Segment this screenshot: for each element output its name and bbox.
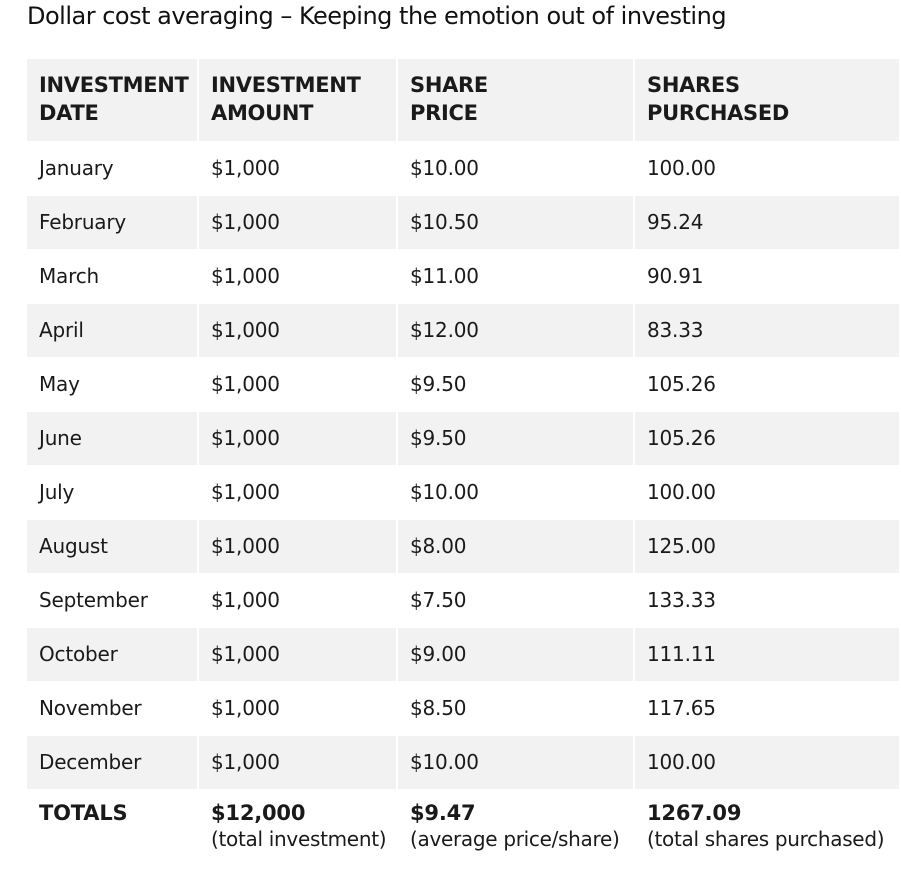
totals-price-cell: $9.47 (average price/share) [397,788,635,863]
total-shares-value: 1267.09 [647,800,742,825]
cell-amount: $1,000 [198,356,398,411]
totals-row: TOTALS $12,000 (total investment) $9.47 … [27,788,899,863]
cell-date: November [27,680,199,735]
table-row: October $1,000 $9.00 111.11 [27,626,899,681]
table-row: December $1,000 $10.00 100.00 [27,734,899,789]
cell-price: $8.00 [397,518,635,573]
cell-date: September [27,572,199,627]
cell-amount: $1,000 [198,734,398,789]
header-line: AMOUNT [211,101,314,125]
table-row: April $1,000 $12.00 83.33 [27,302,899,357]
cell-date: June [27,410,199,465]
cell-amount: $1,000 [198,194,398,249]
cell-price: $12.00 [397,302,635,357]
average-price-value: $9.47 [410,800,476,825]
header-line: PURCHASED [647,101,790,125]
table-row: June $1,000 $9.50 105.26 [27,410,899,465]
cell-amount: $1,000 [198,140,398,195]
cell-date: July [27,464,199,519]
cell-price: $11.00 [397,248,635,303]
cell-shares: 100.00 [634,734,899,789]
cell-shares: 133.33 [634,572,899,627]
cell-amount: $1,000 [198,572,398,627]
table-header-row: INVESTMENT DATE INVESTMENT AMOUNT SHARE … [27,59,899,141]
cell-amount: $1,000 [198,680,398,735]
cell-shares: 95.24 [634,194,899,249]
average-price-note: (average price/share) [410,826,620,851]
header-line: DATE [39,101,99,125]
cell-price: $10.00 [397,140,635,195]
header-line: SHARE [410,73,488,97]
header-line: SHARES [647,73,740,97]
cell-date: December [27,734,199,789]
header-shares-purchased: SHARES PURCHASED [634,59,899,141]
cell-amount: $1,000 [198,626,398,681]
cell-price: $10.00 [397,464,635,519]
cell-price: $10.50 [397,194,635,249]
table-row: November $1,000 $8.50 117.65 [27,680,899,735]
header-investment-amount: INVESTMENT AMOUNT [198,59,398,141]
totals-shares-cell: 1267.09 (total shares purchased) [634,788,899,863]
cell-date: October [27,626,199,681]
table-row: May $1,000 $9.50 105.26 [27,356,899,411]
table-row: September $1,000 $7.50 133.33 [27,572,899,627]
cell-shares: 90.91 [634,248,899,303]
cell-amount: $1,000 [198,248,398,303]
cell-date: January [27,140,199,195]
cell-shares: 100.00 [634,464,899,519]
cell-amount: $1,000 [198,410,398,465]
cell-shares: 100.00 [634,140,899,195]
cell-shares: 125.00 [634,518,899,573]
table-row: August $1,000 $8.00 125.00 [27,518,899,573]
table-row: July $1,000 $10.00 100.00 [27,464,899,519]
table-row: January $1,000 $10.00 100.00 [27,140,899,195]
total-investment-value: $12,000 [211,800,306,825]
totals-amount-cell: $12,000 (total investment) [198,788,398,863]
cell-shares: 111.11 [634,626,899,681]
cell-amount: $1,000 [198,464,398,519]
dollar-cost-averaging-table: INVESTMENT DATE INVESTMENT AMOUNT SHARE … [27,59,899,863]
table-row: March $1,000 $11.00 90.91 [27,248,899,303]
header-investment-date: INVESTMENT DATE [27,59,199,141]
cell-amount: $1,000 [198,518,398,573]
cell-shares: 105.26 [634,356,899,411]
cell-date: March [27,248,199,303]
cell-shares: 105.26 [634,410,899,465]
cell-price: $8.50 [397,680,635,735]
cell-price: $7.50 [397,572,635,627]
cell-amount: $1,000 [198,302,398,357]
total-investment-note: (total investment) [211,826,387,851]
header-line: INVESTMENT [211,73,361,97]
cell-date: August [27,518,199,573]
totals-label: TOTALS [27,788,199,863]
page-title: Dollar cost averaging – Keeping the emot… [27,2,727,30]
header-line: PRICE [410,101,478,125]
cell-price: $10.00 [397,734,635,789]
cell-shares: 117.65 [634,680,899,735]
cell-date: May [27,356,199,411]
cell-shares: 83.33 [634,302,899,357]
cell-date: February [27,194,199,249]
cell-price: $9.00 [397,626,635,681]
cell-price: $9.50 [397,356,635,411]
cell-price: $9.50 [397,410,635,465]
header-share-price: SHARE PRICE [397,59,635,141]
header-line: INVESTMENT [39,73,189,97]
table-row: February $1,000 $10.50 95.24 [27,194,899,249]
cell-date: April [27,302,199,357]
total-shares-note: (total shares purchased) [647,826,885,851]
